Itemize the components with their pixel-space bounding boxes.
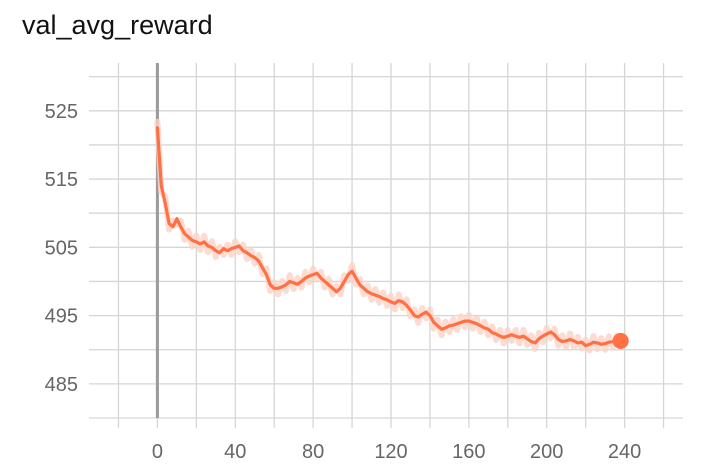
series-end-point xyxy=(612,332,629,349)
x-tick-label: 0 xyxy=(152,441,163,463)
x-tick-label: 80 xyxy=(302,441,324,463)
y-tick-label: 485 xyxy=(45,374,78,396)
y-tick-label: 515 xyxy=(45,169,78,191)
y-tick-label: 525 xyxy=(45,101,78,123)
y-tick-label: 495 xyxy=(45,306,78,328)
chart-title: val_avg_reward xyxy=(22,10,213,40)
tick-labels: 0 40 80 120 160 200 240 485 495 505 515 525 xyxy=(45,101,642,463)
x-tick-label: 240 xyxy=(608,441,641,463)
y-tick-label: 505 xyxy=(45,237,78,259)
x-tick-label: 40 xyxy=(224,441,246,463)
x-tick-label: 200 xyxy=(530,441,563,463)
x-tick-label: 120 xyxy=(374,441,407,463)
series-layer xyxy=(154,118,629,354)
grid xyxy=(89,63,683,428)
x-tick-label: 160 xyxy=(452,441,485,463)
series-line xyxy=(155,126,623,348)
